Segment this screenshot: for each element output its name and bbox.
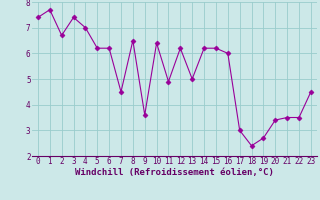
X-axis label: Windchill (Refroidissement éolien,°C): Windchill (Refroidissement éolien,°C) <box>75 168 274 177</box>
